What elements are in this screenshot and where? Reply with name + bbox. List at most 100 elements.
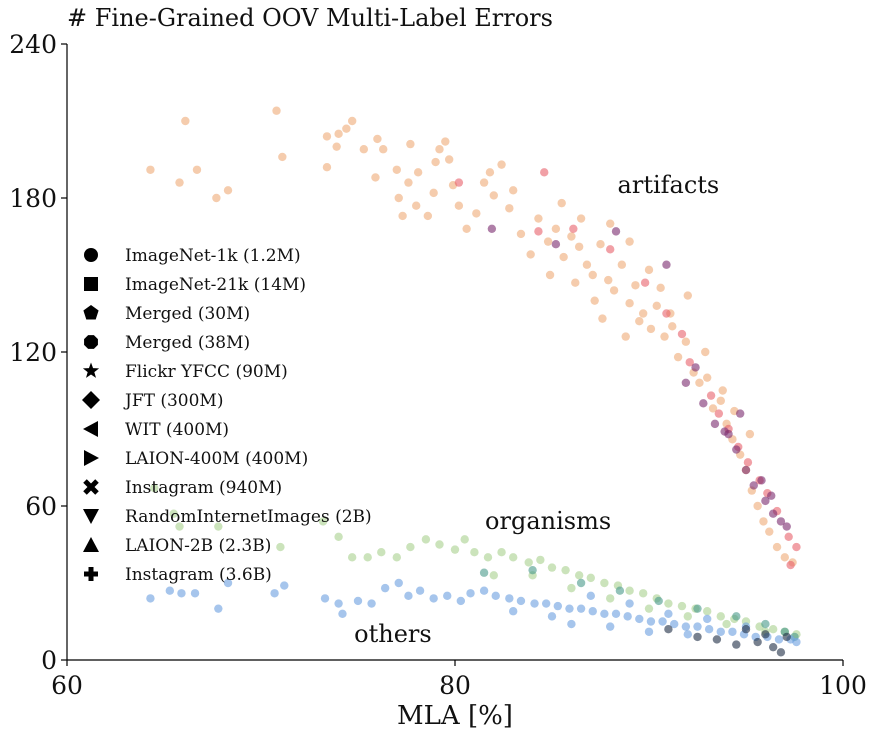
data-point (276, 542, 285, 552)
data-point (625, 299, 634, 308)
data-point (664, 609, 673, 618)
data-point (505, 594, 514, 603)
data-point (270, 589, 279, 598)
data-point (347, 116, 357, 126)
data-point (693, 604, 702, 613)
data-point (431, 157, 440, 167)
y-tick-label: 180 (9, 184, 57, 213)
data-point (668, 322, 677, 331)
data-point (497, 548, 506, 557)
data-point (596, 240, 605, 249)
data-point (214, 604, 223, 613)
data-point (379, 145, 388, 154)
data-point (334, 599, 343, 608)
data-point (761, 496, 770, 506)
data-point (421, 535, 431, 544)
data-point (600, 609, 609, 618)
data-point (703, 607, 712, 616)
data-point (638, 589, 648, 598)
data-point (454, 178, 464, 187)
data-point (743, 458, 753, 467)
data-point (322, 163, 332, 172)
legend-marker-triangle-right (84, 450, 99, 466)
data-point (456, 596, 466, 606)
data-point (541, 599, 551, 608)
data-point (761, 630, 770, 639)
data-point (479, 586, 489, 595)
chart-title: # Fine-Grained OOV Multi-Label Errors (67, 4, 553, 32)
data-point (415, 586, 425, 595)
data-point (699, 399, 708, 408)
data-point (606, 594, 615, 603)
data-point (394, 193, 403, 203)
data-point (611, 609, 621, 618)
data-point (441, 137, 450, 146)
data-point (223, 186, 233, 195)
data-point (654, 596, 663, 606)
data-point (681, 378, 691, 387)
data-point (479, 568, 489, 577)
data-point (470, 548, 479, 557)
x-tick-label: 60 (51, 671, 83, 700)
data-point (782, 632, 791, 642)
data-point (576, 214, 586, 223)
legend-marker-circle (84, 248, 98, 262)
data-point (466, 589, 475, 598)
data-point (567, 232, 576, 241)
data-point (588, 607, 597, 616)
y-tick-label: 0 (41, 646, 57, 675)
data-point (280, 581, 289, 590)
data-point (559, 252, 568, 262)
legend-label: Instagram (940M) (125, 478, 282, 498)
data-point (557, 198, 566, 208)
data-point (392, 553, 401, 562)
legend-label: Merged (38M) (125, 333, 250, 353)
data-point (347, 553, 357, 562)
data-point (609, 286, 619, 295)
data-point (720, 427, 729, 436)
data-point (371, 173, 380, 182)
legend-label: RandomInternetImages (2B) (125, 507, 372, 527)
data-point (606, 245, 615, 254)
data-point (526, 250, 535, 259)
data-point (571, 278, 580, 287)
data-point (338, 609, 347, 618)
data-point (757, 476, 766, 485)
data-point (479, 178, 489, 187)
y-tick-label: 60 (25, 492, 57, 521)
data-point (516, 596, 526, 606)
legend-marker-triangle-left (83, 421, 98, 437)
data-point (429, 594, 438, 603)
data-point (792, 637, 801, 647)
data-point (567, 619, 576, 629)
data-point (677, 329, 687, 339)
data-point (450, 545, 460, 554)
data-point (586, 573, 595, 583)
data-point (380, 583, 390, 593)
data-point (664, 625, 673, 634)
data-point (677, 601, 687, 611)
data-point (716, 627, 725, 636)
data-point (683, 612, 692, 621)
data-point (646, 617, 656, 626)
data-point (693, 622, 702, 631)
data-point (765, 527, 774, 536)
legend-label: ImageNet-1k (1.2M) (125, 246, 301, 266)
data-point (621, 332, 630, 341)
data-point (547, 563, 557, 572)
data-point (567, 583, 576, 593)
data-point (704, 625, 714, 634)
data-point (489, 571, 498, 580)
data-point (745, 429, 755, 439)
data-point (606, 219, 615, 228)
data-point (536, 555, 545, 565)
data-point (600, 578, 609, 588)
data-point (404, 591, 413, 601)
legend-marker-octagon (84, 335, 98, 349)
legend-label: JFT (300M) (123, 391, 223, 411)
data-point (638, 309, 648, 318)
data-point (741, 625, 751, 634)
data-point (780, 553, 789, 562)
x-tick-label: 100 (819, 671, 867, 700)
data-point (590, 296, 599, 305)
